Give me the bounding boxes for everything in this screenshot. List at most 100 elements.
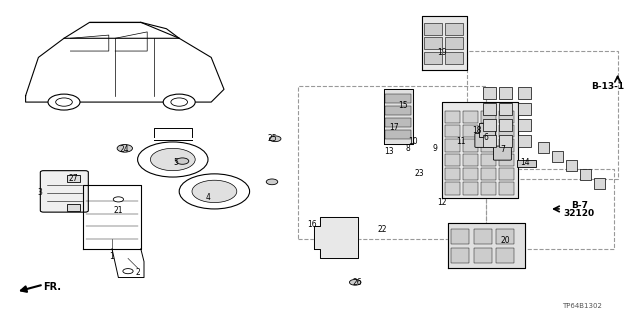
- Circle shape: [123, 269, 133, 274]
- Bar: [499, 119, 512, 131]
- Circle shape: [269, 136, 281, 142]
- Text: B-7: B-7: [571, 201, 588, 210]
- FancyBboxPatch shape: [40, 171, 88, 212]
- Text: 18: 18: [472, 126, 481, 135]
- Bar: [479, 123, 495, 137]
- Bar: [580, 169, 591, 180]
- Bar: [518, 103, 531, 115]
- Bar: [463, 139, 478, 152]
- Text: 9: 9: [433, 144, 438, 153]
- Polygon shape: [448, 223, 525, 268]
- Polygon shape: [442, 102, 518, 198]
- Text: 4: 4: [205, 193, 211, 202]
- Bar: [298, 86, 486, 239]
- Bar: [445, 111, 460, 123]
- Bar: [499, 182, 514, 195]
- Bar: [499, 135, 512, 147]
- Bar: [481, 168, 496, 180]
- Bar: [481, 111, 496, 123]
- Text: 20: 20: [500, 236, 511, 245]
- Bar: [451, 248, 469, 263]
- Bar: [463, 125, 478, 137]
- Bar: [445, 37, 463, 49]
- Bar: [467, 51, 618, 179]
- Bar: [518, 119, 531, 131]
- Text: FR.: FR.: [44, 282, 61, 292]
- Text: 27: 27: [68, 174, 79, 183]
- Text: 6: 6: [484, 133, 489, 142]
- Bar: [445, 154, 460, 166]
- Text: 22: 22: [378, 225, 387, 234]
- Bar: [566, 160, 577, 171]
- Circle shape: [150, 148, 195, 171]
- Bar: [496, 248, 514, 263]
- Bar: [499, 154, 514, 166]
- Text: B-13-1: B-13-1: [591, 82, 625, 91]
- Bar: [385, 118, 411, 127]
- Bar: [424, 37, 442, 49]
- Bar: [67, 204, 80, 211]
- Bar: [483, 103, 496, 115]
- Bar: [385, 106, 411, 115]
- Bar: [496, 229, 514, 244]
- Bar: [474, 248, 492, 263]
- Bar: [424, 23, 442, 35]
- Text: 21: 21: [114, 206, 123, 215]
- Polygon shape: [314, 217, 358, 258]
- Bar: [463, 182, 478, 195]
- Text: 5: 5: [173, 158, 179, 167]
- Circle shape: [48, 94, 80, 110]
- Text: 19: 19: [436, 48, 447, 57]
- Text: 16: 16: [307, 220, 317, 229]
- Bar: [499, 111, 514, 123]
- Bar: [518, 135, 531, 147]
- Text: TP64B1302: TP64B1302: [563, 303, 602, 309]
- Bar: [499, 168, 514, 180]
- Bar: [481, 139, 496, 152]
- Bar: [445, 182, 460, 195]
- Circle shape: [163, 94, 195, 110]
- Circle shape: [171, 98, 188, 106]
- Circle shape: [192, 180, 237, 203]
- Circle shape: [56, 98, 72, 106]
- Text: 24: 24: [120, 145, 130, 154]
- Text: 11: 11: [456, 137, 465, 146]
- Circle shape: [266, 179, 278, 185]
- Text: 2: 2: [135, 268, 140, 277]
- Bar: [463, 111, 478, 123]
- Bar: [481, 154, 496, 166]
- Text: 25: 25: [267, 134, 277, 143]
- Bar: [445, 52, 463, 64]
- Bar: [385, 94, 411, 103]
- Bar: [483, 119, 496, 131]
- Bar: [424, 52, 442, 64]
- Circle shape: [176, 158, 189, 164]
- Circle shape: [179, 174, 250, 209]
- Bar: [483, 135, 496, 147]
- Bar: [499, 139, 514, 152]
- Text: 8: 8: [406, 144, 411, 153]
- Text: 13: 13: [384, 147, 394, 156]
- Bar: [445, 168, 460, 180]
- Text: 17: 17: [388, 123, 399, 132]
- Bar: [538, 142, 549, 153]
- Text: 12: 12: [437, 198, 446, 207]
- Bar: [499, 87, 512, 99]
- Circle shape: [113, 197, 124, 202]
- Bar: [486, 169, 614, 249]
- Bar: [463, 168, 478, 180]
- Text: 15: 15: [398, 101, 408, 110]
- FancyBboxPatch shape: [493, 146, 511, 160]
- Circle shape: [349, 279, 361, 285]
- Bar: [451, 229, 469, 244]
- Bar: [518, 87, 531, 99]
- Bar: [594, 178, 605, 189]
- Text: 14: 14: [520, 158, 530, 167]
- FancyBboxPatch shape: [475, 133, 493, 147]
- Bar: [499, 125, 514, 137]
- Bar: [445, 125, 460, 137]
- Text: 10: 10: [408, 137, 418, 146]
- Circle shape: [138, 142, 208, 177]
- Bar: [481, 125, 496, 137]
- Bar: [445, 139, 460, 152]
